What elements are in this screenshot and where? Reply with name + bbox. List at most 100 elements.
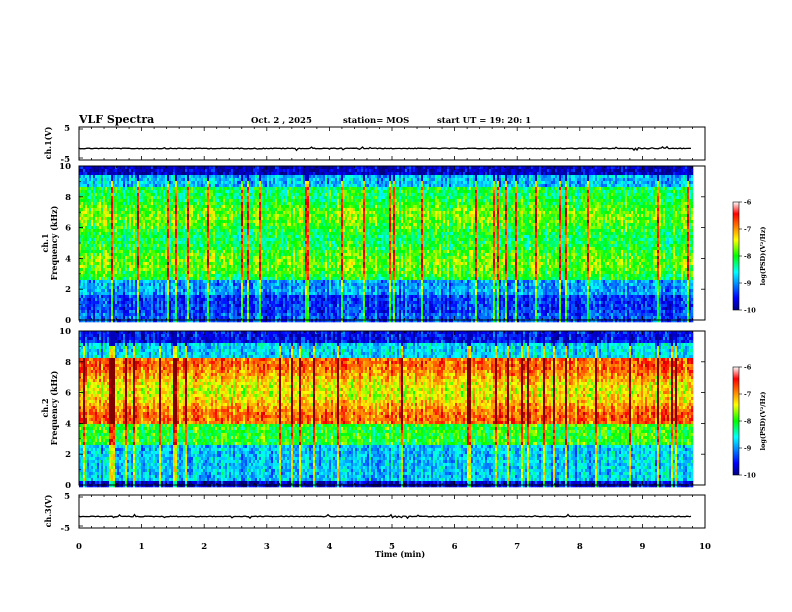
spectrogram-cell — [89, 271, 91, 274]
spectrogram-cell — [109, 265, 111, 268]
spectrogram-cell — [103, 310, 105, 313]
spectrogram-cell — [93, 250, 95, 253]
spectrogram-cell — [81, 202, 83, 205]
spectrogram-cell — [121, 184, 123, 187]
spectrogram-cell — [93, 259, 95, 262]
spectrogram-cell — [101, 190, 103, 193]
spectrogram-cell — [107, 310, 109, 313]
spectrogram-cell — [121, 169, 123, 172]
spectrogram-cell — [95, 253, 97, 256]
spectrogram-cell — [117, 259, 119, 262]
spectrogram-cell — [105, 274, 107, 277]
spectrogram-cell — [87, 211, 89, 214]
spectrogram-cell — [87, 298, 89, 301]
spectrogram-cell — [115, 274, 117, 277]
spectrogram-cell — [107, 196, 109, 199]
spectrogram-cell — [113, 265, 115, 268]
spectrogram-cell — [101, 298, 103, 301]
spectrogram-cell — [113, 274, 115, 277]
spectrogram-cell — [93, 235, 95, 238]
spectrogram-cell — [119, 205, 121, 208]
spectrogram-cell — [85, 232, 87, 235]
spectrogram-cell — [117, 295, 119, 298]
spectrogram-cell — [85, 169, 87, 172]
spectrogram-cell — [97, 292, 99, 295]
spectrogram-cell — [109, 181, 111, 184]
spectrogram-cell — [87, 196, 89, 199]
spectrogram-cell — [117, 184, 119, 187]
spectrogram-cell — [85, 238, 87, 241]
spectrogram-cell — [111, 247, 113, 250]
spectrogram-cell — [81, 232, 83, 235]
spectrogram-cell — [121, 292, 123, 295]
spectrogram-cell — [95, 223, 97, 226]
spectrogram-cell — [109, 271, 111, 274]
spectrogram-cell — [105, 301, 107, 304]
spectrogram-cell — [111, 265, 113, 268]
spectrogram-cell — [101, 253, 103, 256]
spectrogram-cell — [89, 244, 91, 247]
spectrogram-cell — [119, 196, 121, 199]
spectrogram-cell — [85, 319, 87, 322]
spectrogram-cell — [109, 304, 111, 307]
spectrogram-cell — [81, 220, 83, 223]
spectrogram-cell — [87, 232, 89, 235]
spectrogram-cell — [103, 202, 105, 205]
spectrogram-cell — [87, 259, 89, 262]
spectrogram-cell — [113, 220, 115, 223]
spectrogram-cell — [113, 172, 115, 175]
spectrogram-cell — [113, 190, 115, 193]
spectrogram-cell — [105, 193, 107, 196]
spectrogram-cell — [89, 172, 91, 175]
spectrogram-cell — [91, 232, 93, 235]
spectrogram-cell — [101, 178, 103, 181]
spectrogram-cell — [113, 241, 115, 244]
spectrogram-cell — [89, 169, 91, 172]
spectrogram-cell — [103, 193, 105, 196]
spectrogram-cell — [85, 211, 87, 214]
spectrogram-cell — [91, 193, 93, 196]
spectrogram-cell — [115, 232, 117, 235]
spectrogram-cell — [93, 247, 95, 250]
spectrogram-cell — [97, 244, 99, 247]
spectrogram-cell — [81, 295, 83, 298]
spectrogram-cell — [97, 178, 99, 181]
spectrogram-cell — [119, 232, 121, 235]
spectrogram-cell — [113, 199, 115, 202]
spectrogram-cell — [119, 265, 121, 268]
spectrogram-cell — [109, 175, 111, 178]
spectrogram-cell — [89, 211, 91, 214]
spectrogram-cell — [87, 316, 89, 319]
spectrogram-cell — [101, 295, 103, 298]
spectrogram-cell — [113, 232, 115, 235]
spectrogram-cell — [91, 280, 93, 283]
spectrogram-cell — [83, 274, 85, 277]
spectrogram-cell — [109, 205, 111, 208]
spectrogram-cell — [117, 262, 119, 265]
spectrogram-cell — [101, 172, 103, 175]
spectrogram-cell — [91, 190, 93, 193]
spectrogram-cell — [87, 169, 89, 172]
spectrogram-cell — [111, 283, 113, 286]
spectrogram-cell — [85, 235, 87, 238]
spectrogram-cell — [121, 181, 123, 184]
spectrogram-cell — [87, 283, 89, 286]
spectrogram-cell — [103, 313, 105, 316]
spectrogram-cell — [117, 202, 119, 205]
spectrogram-cell — [99, 178, 101, 181]
spectrogram-cell — [83, 292, 85, 295]
spectrogram-cell — [85, 256, 87, 259]
spectrogram-cell — [121, 241, 123, 244]
spectrogram-cell — [89, 256, 91, 259]
spectrogram-cell — [109, 220, 111, 223]
spectrogram-cell — [91, 262, 93, 265]
spectrogram-cell — [83, 259, 85, 262]
spectrogram-cell — [107, 319, 109, 322]
spectrogram-cell — [97, 208, 99, 211]
spectrogram-cell — [89, 259, 91, 262]
spectrogram-cell — [115, 292, 117, 295]
spectrogram-cell — [113, 211, 115, 214]
spectrogram-cell — [89, 190, 91, 193]
spectrogram-cell — [113, 277, 115, 280]
spectrogram-cell — [85, 190, 87, 193]
